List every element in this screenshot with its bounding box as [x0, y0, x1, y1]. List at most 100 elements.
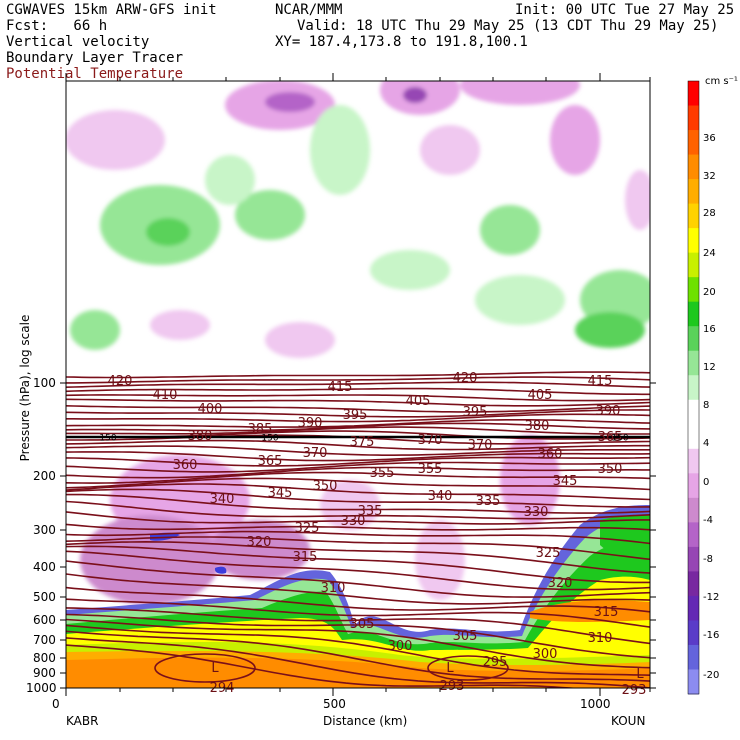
theta-contour-line	[66, 471, 650, 484]
theta-contour-line	[66, 466, 650, 479]
theta-label: 345	[553, 474, 578, 489]
theta-contour-line	[66, 500, 650, 520]
theta-contour-line	[66, 573, 650, 605]
level-150-label: 150	[99, 433, 116, 443]
theta-label: 365	[598, 430, 623, 445]
theta-label: 385	[248, 422, 273, 437]
right-endpoint-label: KOUN	[611, 714, 646, 728]
valid-time: Valid: 18 UTC Thu 29 May 25 (13 CDT Thu …	[297, 18, 719, 34]
colorbar-tick-label: -20	[703, 670, 720, 681]
y-tick-label-1000: 1000	[26, 681, 57, 695]
colorbar-tick-label: 20	[703, 287, 716, 298]
theta-contour-line	[66, 409, 650, 418]
theta-label: 300	[388, 639, 413, 654]
colorbar-tick-label: 0	[703, 477, 710, 488]
field-potential-temperature: Potential Temperature	[6, 66, 184, 82]
theta-contour-line	[66, 387, 650, 396]
theta-label: 350	[598, 462, 623, 477]
theta-label: 335	[358, 504, 383, 519]
y-tick-label-800: 800	[33, 651, 56, 665]
theta-label: 335	[476, 494, 501, 509]
plot-frame	[65, 80, 651, 689]
theta-label: 310	[321, 581, 346, 596]
org-label: NCAR/MMM	[275, 2, 343, 18]
low-marker: L	[636, 667, 644, 682]
theta-label: 355	[418, 462, 443, 477]
y-tick-label-200: 200	[33, 469, 56, 483]
colorbar-swatch	[688, 448, 699, 474]
low-marker: L	[446, 661, 454, 676]
theta-contour-line	[66, 540, 650, 574]
colorbar-tick-label: 8	[703, 400, 710, 411]
colorbar-swatch	[688, 130, 699, 156]
level-150-label: 150	[611, 433, 628, 443]
colorbar-tick-label: -4	[703, 515, 713, 526]
filled-fields	[66, 81, 650, 688]
theta-contour-line	[66, 545, 650, 584]
theta-label: 370	[468, 438, 493, 453]
theta-contour-line	[66, 376, 650, 384]
colorbar-swatch	[688, 277, 699, 303]
y-tick-label-400: 400	[33, 560, 56, 574]
theta-contour-line	[66, 607, 650, 645]
theta-label: 305	[453, 629, 478, 644]
theta-closed-contour	[154, 653, 256, 683]
theta-contour-line	[66, 488, 650, 508]
theta-contour-line	[66, 630, 650, 682]
theta-contour-line	[66, 530, 650, 545]
theta-label: 300	[533, 647, 558, 662]
colorbar-swatch	[688, 252, 699, 278]
theta-contour-line	[66, 613, 650, 659]
theta-label: 415	[588, 374, 613, 389]
colorbar-swatch	[688, 375, 699, 401]
theta-contour-line	[66, 405, 650, 413]
theta-contour-line	[66, 371, 650, 379]
y-tick-label-100: 100	[33, 376, 56, 390]
colorbar-tick-label: 12	[703, 362, 716, 373]
colorbar-tick-label: -16	[703, 630, 720, 641]
colorbar-tick-label: 16	[703, 324, 716, 335]
theta-contour-line	[66, 644, 580, 688]
level-150-label: 150	[261, 433, 278, 443]
theta-label: 310	[588, 631, 613, 646]
colorbar-swatch	[688, 105, 699, 131]
theta-label: 330	[524, 505, 549, 520]
colorbar-swatch	[688, 350, 699, 376]
colorbar-swatch	[688, 497, 699, 523]
y-tick-label-300: 300	[33, 523, 56, 537]
theta-label: 380	[525, 419, 550, 434]
colorbar-tick-label: 32	[703, 171, 716, 182]
colorbar-swatch	[688, 546, 699, 572]
theta-label: 345	[268, 486, 293, 501]
forecast-hour: Fcst: 66 h	[6, 18, 108, 34]
colorbar-tick-label: 36	[703, 133, 716, 144]
theta-label: 340	[210, 492, 235, 507]
field-boundary-layer-tracer: Boundary Layer Tracer	[6, 50, 184, 66]
theta-contour-line	[66, 618, 650, 669]
theta-label: 305	[350, 617, 375, 632]
theta-contour-line	[66, 598, 650, 628]
colorbar-swatch	[688, 326, 699, 352]
colorbar-swatch	[688, 669, 699, 695]
theta-contour-line	[66, 461, 650, 473]
theta-label: 320	[548, 576, 573, 591]
theta-contour-line	[66, 445, 650, 456]
theta-label: 350	[313, 479, 338, 494]
theta-label: 360	[173, 458, 198, 473]
y-tick-label-700: 700	[33, 633, 56, 647]
colorbar-swatch	[688, 179, 699, 205]
theta-contour-line	[66, 439, 650, 451]
theta-contour-line	[66, 456, 650, 467]
theta-label: 315	[594, 605, 619, 620]
contour-labels: 420 415 420 415 410 405 405 400 395 395 390 390 385 3…	[99, 371, 646, 698]
x-tick-label-1000: 1000	[580, 697, 611, 711]
theta-contour-line	[66, 536, 650, 561]
colorbar-swatch	[688, 522, 699, 548]
theta-contour-line	[66, 413, 650, 423]
theta-contour-line	[66, 523, 650, 531]
theta-label: 360	[538, 447, 563, 462]
colorbar-tick-label: 4	[703, 438, 710, 449]
upper-velocity-blobs	[66, 81, 650, 358]
colorbar-tick-label: -12	[703, 592, 720, 603]
theta-label: 370	[303, 446, 328, 461]
